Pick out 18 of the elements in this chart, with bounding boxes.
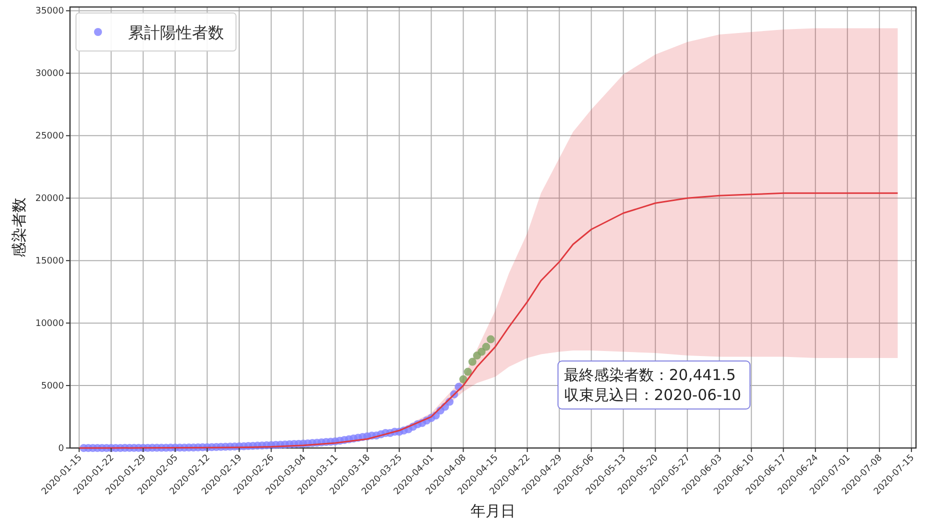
y-tick-label: 35000 — [35, 6, 64, 17]
point — [486, 335, 495, 344]
annotation: 収束見込日：2020-06-10 — [564, 386, 742, 404]
annotation: 最終感染者数：20,441.5 — [564, 366, 736, 384]
y-tick-label: 0 — [58, 444, 64, 454]
y-axis-title: 感染者数 — [10, 198, 28, 258]
y-tick-label: 5000 — [41, 382, 64, 392]
y-tick-label: 25000 — [35, 132, 64, 142]
y-tick-label: 15000 — [35, 256, 64, 267]
point — [468, 358, 476, 366]
legend-label: 累計陽性者数 — [128, 23, 224, 42]
x-axis-title: 年月日 — [470, 502, 516, 520]
y-tick-label: 10000 — [35, 319, 64, 330]
point — [464, 368, 472, 376]
point — [482, 342, 490, 351]
y-tick-label: 30000 — [35, 69, 64, 80]
y-tick-label: 20000 — [35, 194, 64, 204]
point — [478, 348, 486, 356]
